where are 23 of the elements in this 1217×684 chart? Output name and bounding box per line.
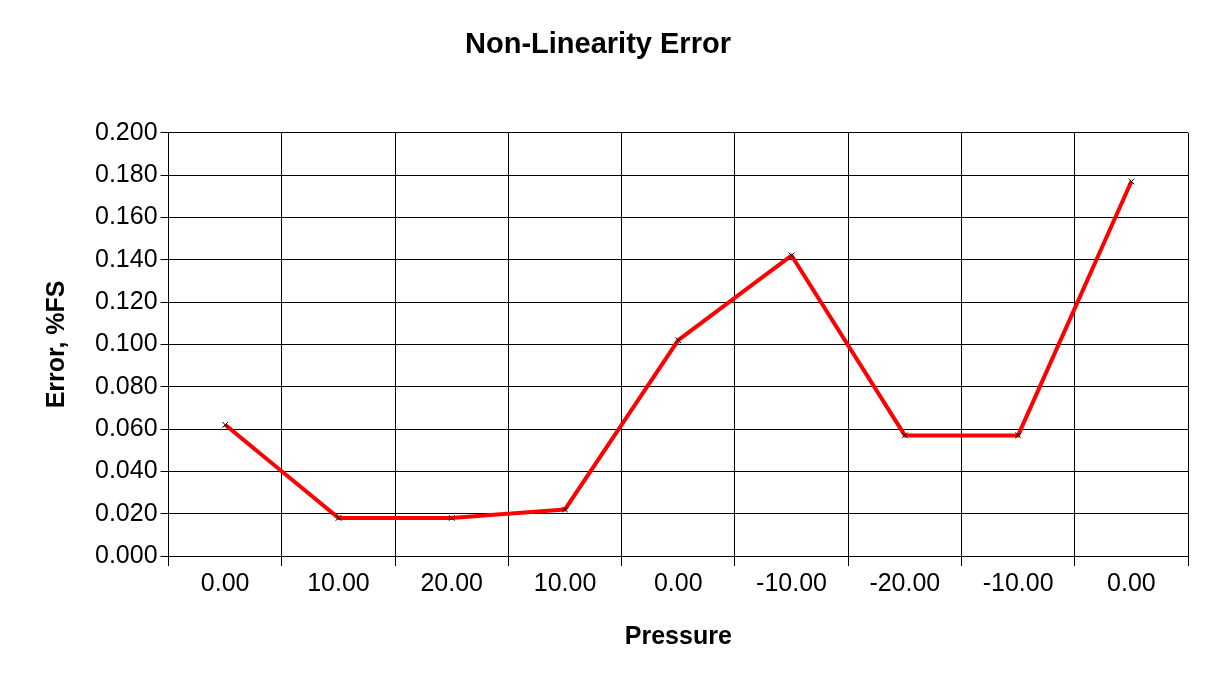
x-tick-label: 0.00: [200, 567, 250, 596]
y-axis-title: Error, %FS: [40, 280, 69, 409]
x-tick-label: 0.00: [1107, 567, 1156, 596]
y-tick-label: 0.040: [95, 455, 158, 484]
y-tick-label: 0.080: [95, 370, 158, 399]
chart-title: Non-Linearity Error: [465, 27, 731, 60]
x-tick-label: -20.00: [869, 567, 941, 596]
x-tick-label: 10.00: [307, 567, 370, 596]
y-tick-label: 0.200: [95, 116, 158, 145]
y-tick-label: 0.000: [95, 539, 158, 568]
y-tick-label: 0.100: [95, 328, 158, 357]
y-tick-label: 0.020: [95, 497, 158, 526]
y-tick-label: 0.140: [95, 243, 158, 272]
x-tick-label: 0.00: [653, 567, 703, 596]
y-tick-label: 0.120: [95, 285, 158, 314]
x-tick-label: -10.00: [982, 567, 1054, 596]
x-axis-title: Pressure: [624, 620, 732, 649]
y-tick-label: 0.060: [95, 412, 158, 441]
x-tick-label: 10.00: [533, 567, 597, 596]
y-tick-label: 0.160: [95, 201, 158, 230]
y-tick-label: 0.180: [95, 159, 158, 188]
x-tick-label: -10.00: [756, 567, 827, 596]
x-tick-label: 20.00: [420, 567, 484, 596]
